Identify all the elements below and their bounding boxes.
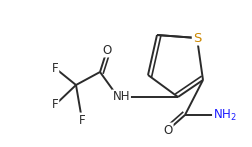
Text: S: S <box>193 31 201 45</box>
Text: F: F <box>52 61 58 75</box>
Text: F: F <box>79 113 85 127</box>
Text: NH$_2$: NH$_2$ <box>213 107 237 123</box>
Text: O: O <box>163 123 173 137</box>
Text: F: F <box>52 98 58 112</box>
Text: NH: NH <box>112 91 130 103</box>
Text: O: O <box>102 44 112 56</box>
